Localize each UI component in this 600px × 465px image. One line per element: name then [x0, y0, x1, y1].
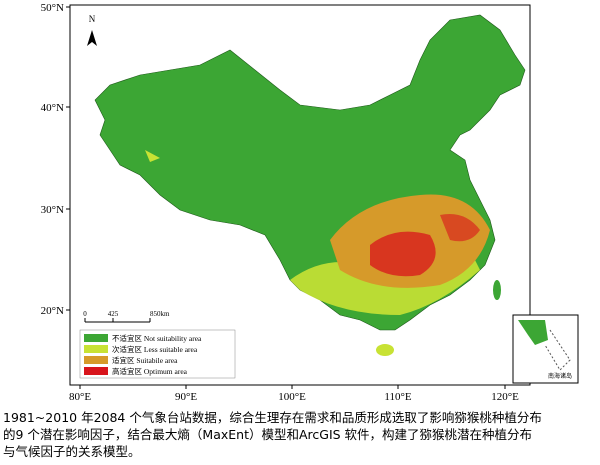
scale-bar	[84, 318, 151, 323]
lat-label: 20°N	[41, 305, 64, 317]
legend-label: 次适宜区 Less suitable area	[112, 344, 198, 354]
inset-label: 南海诸岛	[548, 372, 572, 380]
scale-label: 0	[83, 310, 87, 318]
legend-swatch	[84, 356, 108, 364]
legend-label: 不适宜区 Not suitability area	[112, 333, 202, 343]
north-arrow: N	[87, 14, 97, 46]
island	[493, 280, 501, 300]
legend-label: 高适宜区 Optimum area	[112, 366, 188, 376]
map-body	[94, 14, 526, 356]
lon-label: 80°E	[69, 391, 91, 403]
caption: 1981~2010 年2084 个气象台站数据，综合生理存在需求和品质形成选取了…	[3, 410, 542, 459]
inset: 南海诸岛	[512, 314, 579, 384]
legend-swatch	[84, 345, 108, 353]
optimum-zone	[440, 214, 480, 242]
island	[376, 344, 394, 356]
lat-label: 40°N	[41, 102, 64, 114]
scale-label: 850km	[150, 310, 170, 318]
scale-label: 425	[108, 310, 119, 318]
lon-label: 90°E	[175, 391, 197, 403]
lon-label: 100°E	[278, 391, 306, 403]
legend-swatch	[84, 367, 108, 375]
scale-labels: 0 425 850km	[83, 310, 170, 318]
axes: 50°N 40°N 30°N 20°N 80°E 90°E 100°E 110°E 120°E	[41, 2, 519, 403]
lat-label: 50°N	[41, 2, 64, 14]
lat-label: 30°N	[41, 204, 64, 216]
caption-line: 的9 个潜在影响因子，结合最大熵（MaxEnt）模型和ArcGIS 软件，构建了…	[3, 427, 532, 442]
inset-land	[518, 320, 548, 345]
caption-line: 与气候因子的关系模型。	[3, 444, 141, 459]
optimum-zone	[370, 231, 436, 277]
less-suitable-zone	[145, 150, 160, 162]
caption-line: 1981~2010 年2084 个气象台站数据，综合生理存在需求和品质形成选取了…	[3, 410, 542, 425]
north-label: N	[89, 14, 96, 24]
lon-label: 110°E	[384, 391, 411, 403]
legend-label: 适宜区 Suitabile area	[112, 355, 178, 365]
inset-border	[544, 329, 571, 371]
arrow-shape	[87, 30, 97, 46]
lon-label: 120°E	[491, 391, 519, 403]
legend-swatch	[84, 334, 108, 342]
